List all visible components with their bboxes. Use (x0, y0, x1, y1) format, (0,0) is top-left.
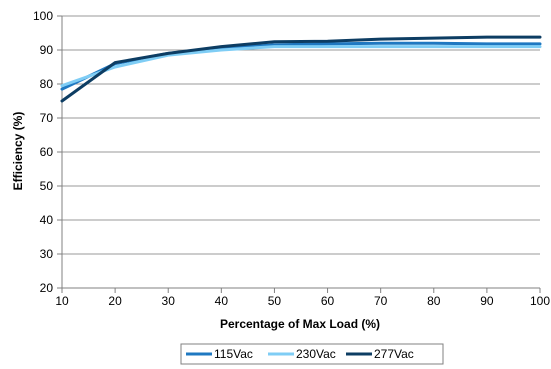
gridlines (62, 15, 540, 289)
x-tick-label: 80 (427, 294, 441, 308)
x-tick-label: 20 (108, 294, 122, 308)
x-tick-label: 10 (55, 294, 69, 308)
y-tick-label: 70 (40, 111, 54, 125)
y-tick-label: 40 (40, 213, 54, 227)
x-tick-label: 50 (268, 294, 282, 308)
series-line-277vac (60, 35, 542, 103)
x-tick-label: 100 (530, 294, 550, 308)
legend: 115Vac 230Vac 277Vac (180, 343, 444, 365)
x-tick-label: 70 (374, 294, 388, 308)
legend-label: 230Vac (296, 347, 336, 361)
x-tick-label: 30 (162, 294, 176, 308)
x-tick-labels: 10 20 30 40 50 60 70 80 90 100 (55, 294, 550, 308)
series-lines (60, 35, 542, 103)
y-tick-labels: 20 30 40 50 60 70 80 90 100 (33, 9, 53, 295)
y-tick-label: 20 (40, 281, 54, 295)
legend-box (180, 343, 444, 365)
y-tick-label: 90 (40, 43, 54, 57)
y-tick-label: 50 (40, 179, 54, 193)
axes (57, 15, 541, 293)
legend-label: 277Vac (374, 347, 414, 361)
x-axis-title: Percentage of Max Load (%) (220, 317, 380, 331)
y-tick-label: 60 (40, 145, 54, 159)
x-tick-label: 40 (215, 294, 229, 308)
y-axis-title: Efficiency (%) (11, 112, 25, 191)
y-tick-label: 30 (40, 247, 54, 261)
y-tick-label: 100 (33, 9, 53, 23)
x-tick-label: 90 (480, 294, 494, 308)
series-line-230vac (60, 45, 542, 88)
y-tick-label: 80 (40, 77, 54, 91)
legend-label: 115Vac (214, 347, 253, 361)
x-tick-label: 60 (321, 294, 335, 308)
